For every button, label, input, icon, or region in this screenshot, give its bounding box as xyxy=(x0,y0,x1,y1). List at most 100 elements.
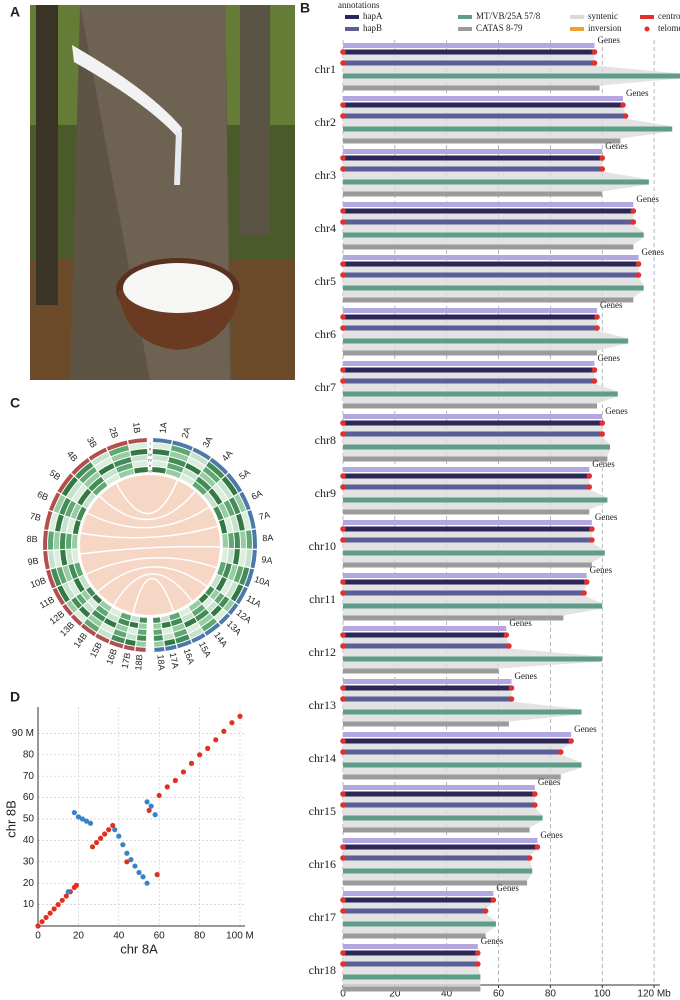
photo-tree xyxy=(36,5,58,305)
track xyxy=(134,467,148,474)
telomere xyxy=(594,314,600,320)
track xyxy=(72,549,79,563)
track xyxy=(105,474,120,486)
track xyxy=(153,623,162,629)
synteny-band xyxy=(343,160,603,167)
track xyxy=(218,503,230,519)
segment-label: 3B xyxy=(85,435,99,450)
ideogram xyxy=(247,510,256,529)
link-gap xyxy=(113,573,193,606)
synteny-band xyxy=(343,184,649,192)
chromosome-bar xyxy=(343,391,618,397)
telomere xyxy=(340,791,346,797)
track xyxy=(239,567,250,586)
chromosome-bar xyxy=(343,986,481,992)
chromosome-label: chr3 xyxy=(315,168,336,182)
track xyxy=(173,628,188,638)
track xyxy=(195,609,210,622)
ideogram xyxy=(52,587,65,606)
telomere xyxy=(340,166,346,172)
chromosome-bar xyxy=(343,367,595,373)
gene-annotation xyxy=(343,414,603,419)
track xyxy=(222,563,232,579)
telomere xyxy=(340,272,346,278)
gene-label: Genes xyxy=(538,777,561,787)
chromosome-label: chr7 xyxy=(315,380,336,394)
track xyxy=(91,452,110,466)
ideogram xyxy=(135,647,146,652)
ideogram xyxy=(165,644,177,651)
track xyxy=(118,468,135,479)
synteny-band xyxy=(343,608,603,616)
ideogram xyxy=(95,633,110,644)
telomere xyxy=(340,579,346,585)
link-area xyxy=(80,475,220,615)
dot xyxy=(102,831,108,837)
legend-label: syntenic xyxy=(588,11,618,21)
telomere xyxy=(508,696,515,702)
chromosome-label: chr2 xyxy=(315,115,336,129)
track xyxy=(221,548,228,562)
synteny-band xyxy=(343,820,543,828)
track xyxy=(170,445,191,457)
telomere xyxy=(340,590,346,596)
chromosome-label: chr18 xyxy=(309,963,336,977)
track xyxy=(91,609,106,622)
track xyxy=(62,565,73,582)
chromosome-bar xyxy=(343,444,611,450)
synteny-band xyxy=(343,502,608,510)
chromosome-bar xyxy=(343,721,509,727)
gene-label: Genes xyxy=(605,141,628,151)
track xyxy=(185,462,202,476)
segment-label: 18A xyxy=(155,654,166,671)
track xyxy=(153,617,161,623)
synteny-band xyxy=(343,661,603,669)
chromosome-label: chr15 xyxy=(309,804,336,818)
synteny-band xyxy=(343,849,538,856)
track xyxy=(60,532,66,550)
dot xyxy=(136,869,142,876)
telomere xyxy=(340,526,346,532)
ideogram xyxy=(123,644,135,651)
chromosome-bar xyxy=(343,738,572,744)
segment-label: 17A xyxy=(168,652,181,670)
track xyxy=(217,480,233,499)
track xyxy=(244,549,252,568)
track xyxy=(56,566,67,584)
y-tick-label: 50 xyxy=(23,814,35,825)
track xyxy=(116,462,133,473)
dot xyxy=(93,839,100,846)
track xyxy=(225,581,238,599)
gene-label: Genes xyxy=(642,247,665,257)
ideogram xyxy=(57,473,74,494)
track xyxy=(203,492,218,508)
ideogram xyxy=(106,440,128,451)
ideogram xyxy=(43,530,48,550)
panel-label: A xyxy=(10,4,20,20)
synteny-band xyxy=(343,595,603,604)
synteny-band xyxy=(343,78,680,86)
telomere xyxy=(532,791,538,797)
x-tick-label: 0 xyxy=(35,931,41,942)
synteny-band xyxy=(343,555,605,563)
track xyxy=(234,494,247,513)
dot xyxy=(148,803,154,809)
synteny-band xyxy=(343,714,582,722)
telomere xyxy=(599,420,606,426)
link-gap xyxy=(80,525,218,539)
segment-label: 11A xyxy=(245,593,263,609)
track xyxy=(100,623,115,634)
link-gap xyxy=(80,545,220,555)
x-tick-label: 80 xyxy=(194,931,206,942)
track xyxy=(152,443,171,451)
chromosome-bar xyxy=(343,897,494,903)
track xyxy=(75,462,94,480)
track xyxy=(219,519,228,534)
ideogram xyxy=(44,510,53,530)
telomere xyxy=(340,314,346,320)
legend-swatch xyxy=(570,27,584,31)
chromosome-bar xyxy=(343,709,582,715)
synteny-band xyxy=(343,224,644,233)
track xyxy=(139,617,147,623)
track xyxy=(180,473,195,485)
